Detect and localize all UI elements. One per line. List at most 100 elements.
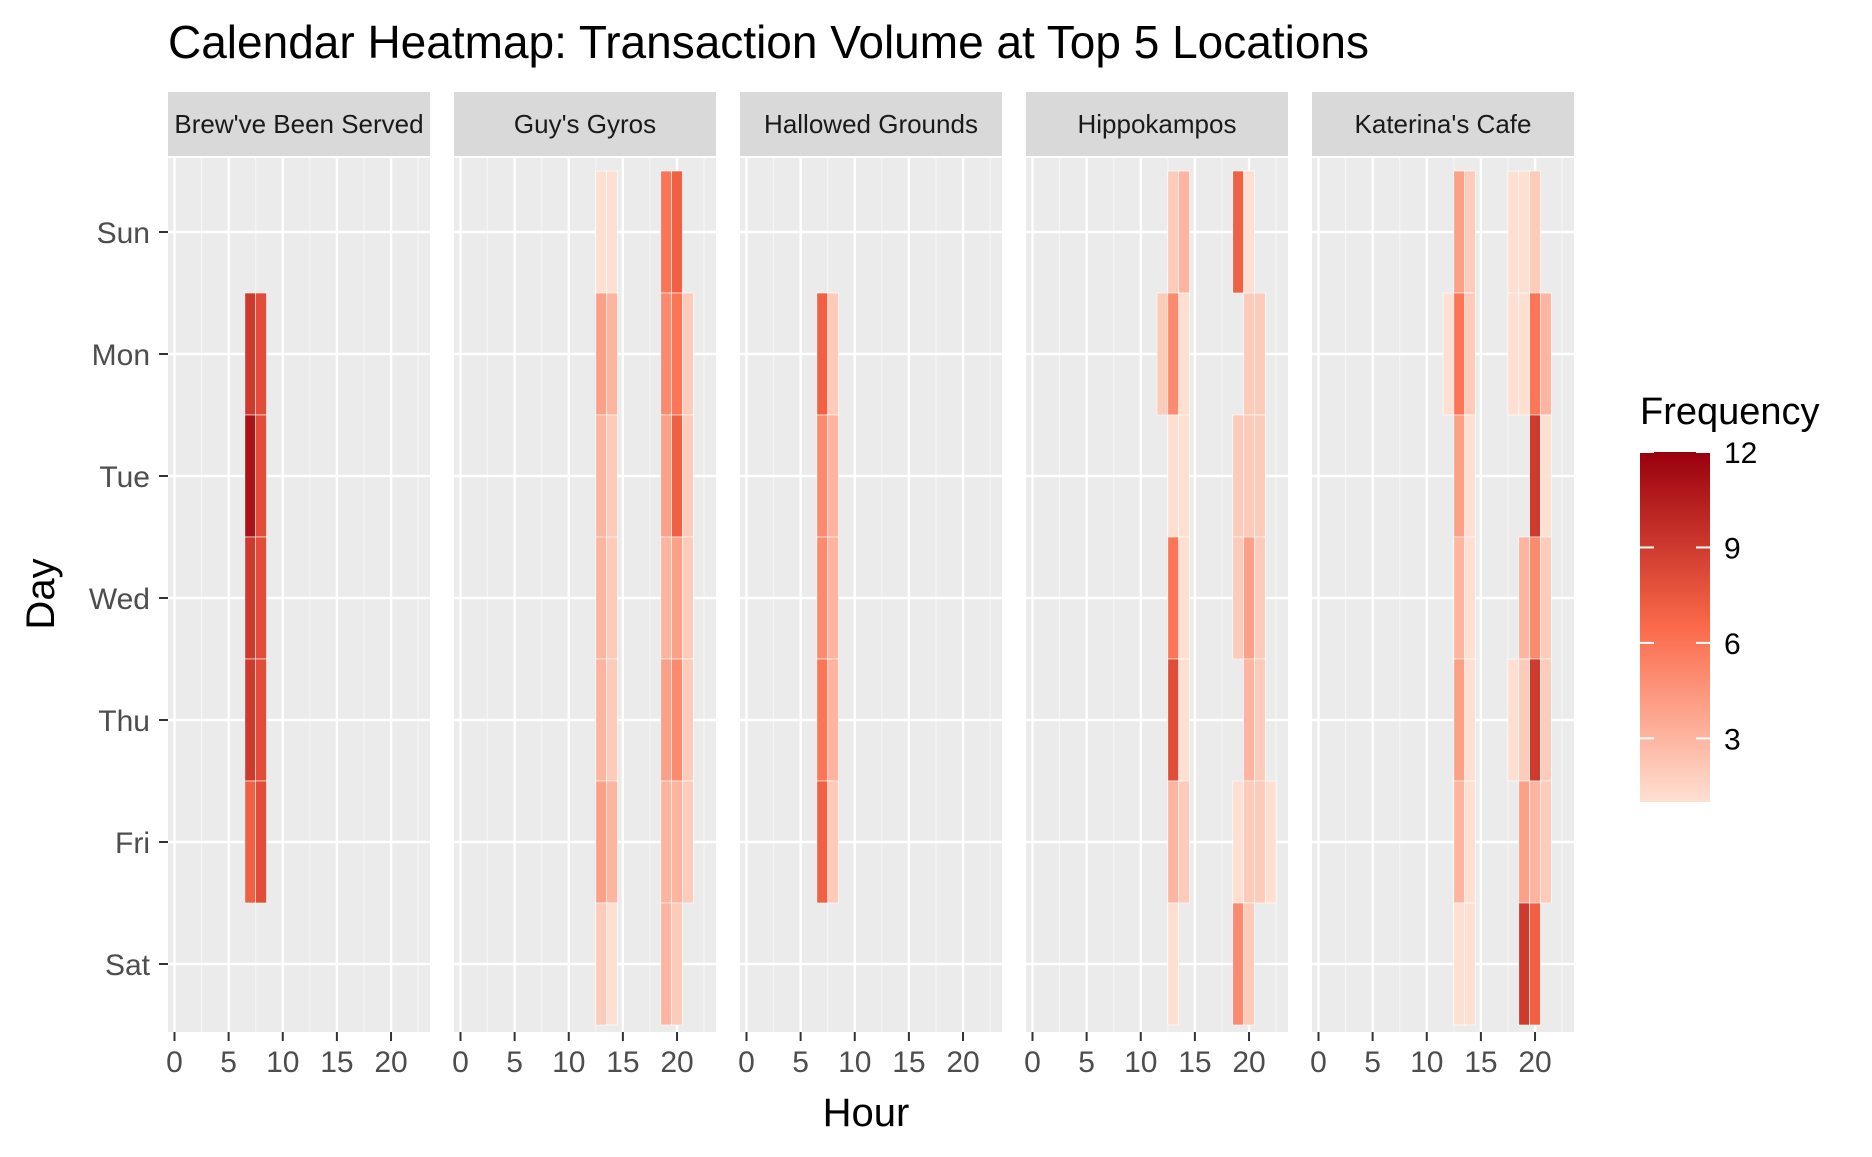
- heatmap-cell: [1243, 170, 1255, 294]
- x-tick-label: 20: [374, 1046, 407, 1079]
- y-tick-label: Wed: [89, 583, 150, 616]
- y-tick-label: Thu: [98, 705, 150, 738]
- heatmap-cell: [1178, 170, 1190, 294]
- y-tick-label: Sat: [105, 949, 151, 982]
- heatmap-cell: [595, 658, 607, 782]
- heatmap-cell: [1529, 780, 1541, 904]
- heatmap-cell: [827, 292, 839, 416]
- heatmap-cell: [1453, 292, 1465, 416]
- heatmap-cell: [1529, 902, 1541, 1026]
- x-tick-label: 5: [220, 1046, 237, 1079]
- axes: 0 5 10 15 20 0 5 10 15 20 0 5 10 15 20 0 5 10 15 20 0 5 10 15 20…: [89, 217, 1552, 1079]
- heatmap-cell: [1243, 414, 1255, 538]
- heatmap-cell: [1453, 780, 1465, 904]
- facet-strip-label: Guy's Gyros: [514, 109, 656, 139]
- x-tick-label: 5: [506, 1046, 523, 1079]
- heatmap-cell: [244, 414, 256, 538]
- heatmap-cell: [1167, 414, 1179, 538]
- heatmap-cell: [1232, 414, 1244, 538]
- heatmap-cell: [606, 780, 618, 904]
- heatmap-cell: [606, 536, 618, 660]
- legend-tick-label: 12: [1724, 437, 1757, 470]
- heatmap-cell: [1518, 658, 1530, 782]
- heatmap-cell: [671, 658, 683, 782]
- facet-strip-label: Hallowed Grounds: [764, 109, 978, 139]
- heatmap-cell: [1243, 536, 1255, 660]
- heatmap-cell: [1167, 170, 1179, 294]
- heatmap-cell: [1167, 902, 1179, 1026]
- heatmap-cell: [660, 414, 672, 538]
- x-tick-label: 0: [1024, 1046, 1041, 1079]
- facet-strip: [1026, 92, 1288, 156]
- heatmap-cell: [244, 292, 256, 416]
- heatmap-cell: [1518, 292, 1530, 416]
- heatmap-cell: [1540, 414, 1552, 538]
- heatmap-cell: [244, 658, 256, 782]
- heatmap-cell: [1529, 658, 1541, 782]
- facet-strip: [168, 92, 430, 156]
- heatmap-cell: [682, 658, 694, 782]
- heatmap-cell: [1507, 658, 1520, 782]
- heatmap-cell: [682, 780, 694, 904]
- heatmap-cell: [1507, 170, 1520, 294]
- heatmap-cell: [595, 902, 607, 1026]
- x-tick-label: 5: [1078, 1046, 1095, 1079]
- heatmap-cell: [255, 536, 267, 660]
- facet-strip: [454, 92, 716, 156]
- y-tick-label: Sun: [97, 217, 150, 250]
- heatmap-cell: [1254, 292, 1266, 416]
- heatmap-cell: [1540, 658, 1552, 782]
- heatmap-cell: [255, 780, 267, 904]
- heatmap-cell: [1178, 414, 1190, 538]
- facet-panel: Katerina's Cafe: [1312, 92, 1574, 1032]
- heatmap-cell: [1264, 780, 1277, 904]
- heatmap-cell: [1178, 536, 1190, 660]
- heatmap-cell: [1518, 536, 1530, 660]
- heatmap-cell: [1540, 292, 1552, 416]
- heatmap-cell: [255, 658, 267, 782]
- heatmap-cell: [682, 414, 694, 538]
- y-tick-label: Mon: [92, 339, 150, 372]
- heatmap-cell: [1518, 780, 1530, 904]
- heatmap-cell: [595, 414, 607, 538]
- x-tick-label: 15: [892, 1046, 925, 1079]
- heatmap-cell: [1178, 780, 1190, 904]
- heatmap-cell: [1167, 292, 1179, 416]
- x-tick-label: 20: [946, 1046, 979, 1079]
- facet-strip: [740, 92, 1002, 156]
- facet-panel: Hallowed Grounds: [740, 92, 1002, 1032]
- heatmap-cell: [1167, 658, 1179, 782]
- heatmap-cell: [671, 902, 683, 1026]
- heatmap-cell: [1518, 170, 1530, 294]
- heatmap-cell: [1243, 292, 1255, 416]
- panel-background: [740, 158, 1002, 1032]
- heatmap-cell: [827, 414, 839, 538]
- heatmap-cell: [595, 292, 607, 416]
- x-tick-label: 10: [1410, 1046, 1443, 1079]
- heatmap-cell: [606, 292, 618, 416]
- heatmap-cell: [1464, 414, 1476, 538]
- heatmap-cell: [1232, 170, 1244, 294]
- heatmap-cell: [255, 414, 267, 538]
- x-tick-label: 20: [660, 1046, 693, 1079]
- heatmap-cell: [1254, 536, 1266, 660]
- heatmap-cell: [816, 536, 828, 660]
- heatmap-cell: [1453, 902, 1465, 1026]
- heatmap-cell: [1464, 292, 1476, 416]
- x-tick-label: 0: [1310, 1046, 1327, 1079]
- heatmap-cell: [1232, 780, 1244, 904]
- heatmap-cell: [1254, 414, 1266, 538]
- legend: Frequency 3 6 9 12: [1640, 391, 1820, 802]
- heatmap-cell: [1464, 536, 1476, 660]
- heatmap-cell: [1453, 414, 1465, 538]
- heatmap-cell: [827, 536, 839, 660]
- heatmap-cell: [1243, 780, 1255, 904]
- legend-tick-label: 6: [1724, 628, 1741, 661]
- heatmap-cell: [606, 170, 618, 294]
- heatmap-cell: [827, 780, 839, 904]
- heatmap-cell: [595, 170, 607, 294]
- facet-panel: Hippokampos: [1026, 92, 1288, 1032]
- heatmap-cell: [244, 780, 256, 904]
- legend-tick-label: 3: [1724, 723, 1741, 756]
- heatmap-cell: [1178, 292, 1190, 416]
